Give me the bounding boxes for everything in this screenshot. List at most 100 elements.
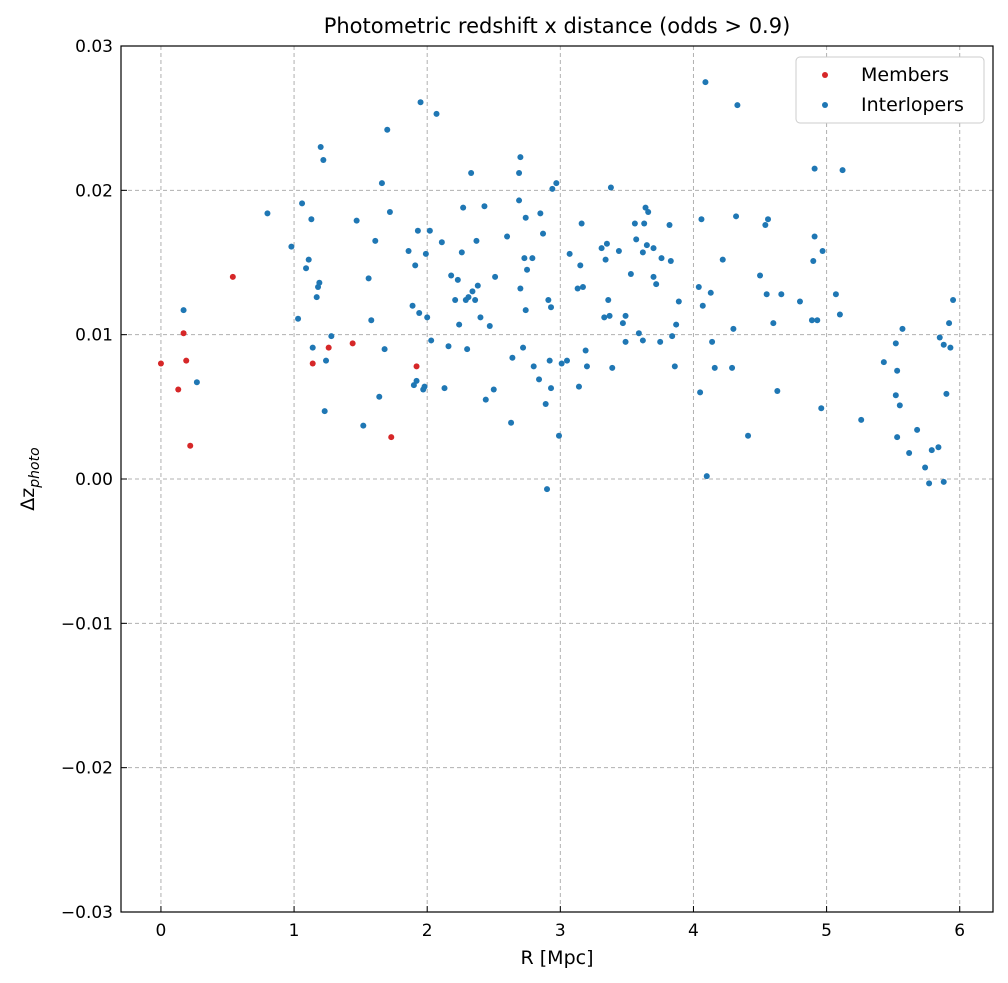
data-point-interlopers xyxy=(892,340,899,347)
data-point-interlopers xyxy=(520,344,527,351)
data-point-interlopers xyxy=(544,486,551,493)
data-point-interlopers xyxy=(619,320,626,327)
data-point-interlopers xyxy=(575,383,582,390)
y-tick-label: 0.00 xyxy=(75,470,113,490)
data-point-interlopers xyxy=(605,297,612,304)
data-point-interlopers xyxy=(448,272,455,279)
data-point-interlopers xyxy=(372,237,379,244)
data-point-interlopers xyxy=(384,126,391,133)
data-point-interlopers xyxy=(667,258,674,265)
data-point-members xyxy=(229,273,236,280)
data-point-interlopers xyxy=(734,102,741,109)
data-point-interlopers xyxy=(836,311,843,318)
y-tick-label: −0.03 xyxy=(61,903,113,923)
data-point-interlopers xyxy=(417,99,424,106)
data-point-interlopers xyxy=(635,330,642,337)
data-point-interlopers xyxy=(818,405,825,412)
data-point-interlopers xyxy=(516,170,523,177)
data-point-members xyxy=(157,360,164,367)
data-point-interlopers xyxy=(650,245,657,252)
data-point-interlopers xyxy=(673,321,680,328)
data-point-interlopers xyxy=(763,291,770,298)
data-point-interlopers xyxy=(653,281,660,288)
data-point-interlopers xyxy=(469,288,476,295)
y-axis-label: Δzphoto xyxy=(17,447,43,510)
data-point-interlopers xyxy=(313,294,320,301)
data-point-interlopers xyxy=(517,154,524,161)
data-point-interlopers xyxy=(424,314,431,321)
x-tick-label: 1 xyxy=(289,921,300,941)
data-point-interlopers xyxy=(703,473,710,480)
data-point-interlopers xyxy=(695,284,702,291)
data-point-interlopers xyxy=(452,297,459,304)
data-point-interlopers xyxy=(405,247,412,254)
data-point-interlopers xyxy=(445,343,452,350)
data-point-interlopers xyxy=(456,321,463,328)
data-point-interlopers xyxy=(650,273,657,280)
y-axis-label-main: Δz xyxy=(17,488,39,511)
y-axis-label-sub: photo xyxy=(27,447,43,488)
data-point-interlopers xyxy=(631,220,638,227)
data-point-interlopers xyxy=(566,250,573,257)
data-point-interlopers xyxy=(774,387,781,394)
data-point-interlopers xyxy=(698,216,705,223)
data-point-interlopers xyxy=(412,262,419,269)
data-point-interlopers xyxy=(639,249,646,256)
x-tick-label: 5 xyxy=(821,921,832,941)
data-point-interlopers xyxy=(309,344,316,351)
data-point-interlopers xyxy=(609,364,616,371)
data-point-interlopers xyxy=(474,282,481,289)
data-point-interlopers xyxy=(796,298,803,305)
data-point-interlopers xyxy=(381,346,388,353)
data-point-interlopers xyxy=(522,214,529,221)
data-point-interlopers xyxy=(441,385,448,392)
data-point-members xyxy=(187,442,194,449)
data-point-interlopers xyxy=(622,312,629,319)
legend-label-interlopers: Interlopers xyxy=(861,94,964,116)
data-point-interlopers xyxy=(308,216,315,223)
data-point-interlopers xyxy=(643,242,650,249)
data-point-members xyxy=(175,386,182,393)
data-point-interlopers xyxy=(386,208,393,215)
data-point-interlopers xyxy=(481,203,488,210)
data-point-interlopers xyxy=(546,357,553,364)
legend-marker-members xyxy=(822,72,828,78)
data-point-interlopers xyxy=(465,294,472,301)
data-point-interlopers xyxy=(906,450,913,457)
data-point-interlopers xyxy=(729,364,736,371)
data-point-interlopers xyxy=(641,220,648,227)
data-point-interlopers xyxy=(416,310,423,317)
x-tick-label: 6 xyxy=(954,921,965,941)
data-point-interlopers xyxy=(537,210,544,217)
data-point-interlopers xyxy=(808,317,815,324)
data-point-interlopers xyxy=(409,302,416,309)
data-point-interlopers xyxy=(509,354,516,361)
data-point-interlopers xyxy=(305,256,312,263)
data-point-interlopers xyxy=(606,312,613,319)
data-point-interlopers xyxy=(899,325,906,332)
data-point-interlopers xyxy=(711,364,718,371)
data-point-interlopers xyxy=(622,338,629,345)
x-tick-label: 2 xyxy=(422,921,433,941)
data-point-interlopers xyxy=(295,315,302,322)
data-point-interlopers xyxy=(553,180,560,187)
data-point-interlopers xyxy=(810,258,817,265)
data-point-interlopers xyxy=(180,307,187,314)
data-point-interlopers xyxy=(811,165,818,172)
data-point-interlopers xyxy=(504,233,511,240)
legend-marker-interlopers xyxy=(822,102,828,108)
data-point-interlopers xyxy=(666,221,673,228)
data-point-interlopers xyxy=(428,337,435,344)
data-point-interlopers xyxy=(530,363,537,370)
data-point-interlopers xyxy=(368,317,375,324)
data-point-interlopers xyxy=(702,79,709,86)
data-point-interlopers xyxy=(707,289,714,296)
data-point-interlopers xyxy=(548,304,555,311)
data-point-interlopers xyxy=(615,247,622,254)
data-point-interlopers xyxy=(583,363,590,370)
data-point-interlopers xyxy=(639,337,646,344)
data-point-interlopers xyxy=(896,402,903,409)
data-point-interlopers xyxy=(323,357,330,364)
data-point-members xyxy=(388,434,395,441)
data-point-interlopers xyxy=(578,220,585,227)
